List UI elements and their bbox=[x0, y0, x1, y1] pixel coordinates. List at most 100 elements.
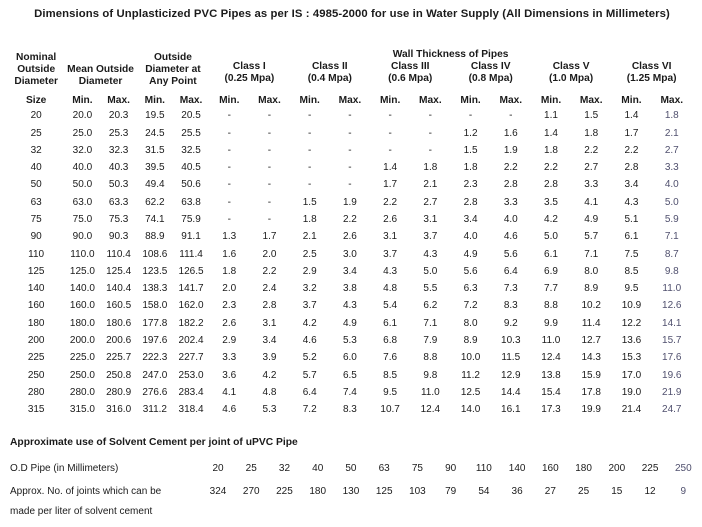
value-cell: 40.3 bbox=[108, 162, 129, 174]
value-cell: 11.0 bbox=[420, 386, 440, 398]
value-cell: 1.5 bbox=[463, 144, 478, 156]
value-cell: 4.6 bbox=[222, 404, 237, 416]
value-cell: 27 bbox=[544, 486, 556, 498]
value-cell: 6.1 bbox=[624, 231, 639, 243]
value-cell: 13.6 bbox=[621, 335, 642, 347]
value-cell: 6.4 bbox=[302, 386, 317, 398]
value-cell: - bbox=[468, 110, 473, 122]
value-cell: 12.7 bbox=[581, 335, 601, 347]
value-cell: 20 bbox=[212, 463, 224, 475]
value-cell: 13.8 bbox=[541, 369, 561, 381]
solvent-cement-section: Approximate use of Solvent Cement per jo… bbox=[8, 437, 696, 517]
value-cell: 1.2 bbox=[463, 127, 478, 139]
class-pressure: (1.25 Mpa) bbox=[626, 73, 677, 85]
value-cell: 283.4 bbox=[178, 386, 204, 398]
value-cell: 8.3 bbox=[342, 404, 357, 416]
value-cell: 7.5 bbox=[624, 248, 639, 260]
value-cell: 7.2 bbox=[302, 404, 317, 416]
value-cell: 1.7 bbox=[262, 231, 277, 243]
value-cell: - bbox=[428, 144, 433, 156]
size-cell: 125 bbox=[27, 265, 45, 277]
value-cell: 6.3 bbox=[463, 283, 478, 295]
value-cell: 3.3 bbox=[222, 352, 237, 364]
value-cell: 250.0 bbox=[69, 369, 95, 381]
value-cell: 12 bbox=[644, 486, 656, 498]
value-cell: - bbox=[227, 110, 231, 122]
table-row: 75 75.0 75.3 74.1 75.9 - - 1.8 2.2 2.6 3.1 3.4 4.0 4.… bbox=[8, 211, 692, 228]
value-cell: 225 bbox=[276, 486, 293, 498]
value-cell: 3.0 bbox=[342, 248, 357, 260]
value-cell: 6.9 bbox=[544, 265, 558, 277]
class-pressure: (0.4 Mpa) bbox=[307, 73, 352, 85]
table-row: 225 225.0 225.7 222.3 227.7 3.3 3.9 5.2 6.0 7.6 8.… bbox=[8, 349, 692, 366]
class-name: Class VI bbox=[631, 61, 672, 72]
value-cell: 4.2 bbox=[544, 213, 558, 225]
value-cell: 4.1 bbox=[584, 196, 599, 208]
value-cell: 19.9 bbox=[581, 404, 601, 416]
value-cell: - bbox=[348, 110, 352, 122]
value-cell: 180.6 bbox=[106, 317, 132, 329]
subheader-min: Min. bbox=[219, 95, 240, 107]
value-cell: 324 bbox=[209, 486, 227, 498]
value-cell: 225.0 bbox=[69, 352, 95, 364]
value-cell: 63.3 bbox=[108, 196, 129, 208]
value-cell: 138.3 bbox=[142, 283, 168, 295]
page-title: Dimensions of Unplasticized PVC Pipes as… bbox=[34, 8, 670, 20]
value-cell: 160 bbox=[542, 463, 559, 475]
value-cell: 1.9 bbox=[503, 144, 518, 156]
value-cell: 90 bbox=[445, 463, 457, 475]
value-cell: 32.5 bbox=[181, 144, 201, 156]
class-header: Class V (1.0 Mpa) bbox=[531, 61, 611, 88]
table-row: 180 180.0 180.6 177.8 182.2 2.6 3.1 4.2 4.9 6.1 7.… bbox=[8, 315, 692, 332]
value-cell: 3.7 bbox=[302, 300, 317, 312]
value-cell: 5.0 bbox=[664, 196, 679, 208]
value-cell: 49.4 bbox=[145, 179, 165, 191]
subheader-min: Min. bbox=[379, 95, 401, 107]
value-cell: 2.0 bbox=[262, 248, 277, 260]
value-cell: 75.3 bbox=[108, 213, 129, 225]
table-row: 90 90.0 90.3 88.9 91.1 1.3 1.7 2.1 2.6 3.1 3.7 4.0 4… bbox=[8, 228, 692, 245]
value-cell: 280.0 bbox=[69, 386, 95, 398]
value-cell: - bbox=[227, 144, 231, 156]
size-cell: 315 bbox=[27, 404, 45, 416]
value-cell: 177.8 bbox=[142, 317, 168, 329]
value-cell: 32.3 bbox=[108, 144, 129, 156]
value-cell: - bbox=[267, 127, 272, 139]
value-cell: - bbox=[227, 213, 231, 225]
value-cell: 14.1 bbox=[662, 317, 682, 329]
value-cell: 222.3 bbox=[142, 352, 168, 364]
value-cell: 19.5 bbox=[145, 110, 165, 122]
class-header: Class III (0.6 Mpa) bbox=[370, 61, 450, 88]
value-cell: 62.2 bbox=[145, 196, 165, 208]
size-cell: 250 bbox=[27, 369, 45, 381]
value-cell: 31.5 bbox=[145, 144, 165, 156]
table-row: 250 250.0 250.8 247.0 253.0 3.6 4.2 5.7 6.5 8.5 9.… bbox=[8, 367, 692, 384]
value-cell: 1.8 bbox=[544, 144, 558, 156]
value-cell: 3.3 bbox=[503, 196, 518, 208]
subheader-max: Max. bbox=[258, 95, 281, 107]
table-row: 200 200.0 200.6 197.6 202.4 2.9 3.4 4.6 5.3 6.8 7.… bbox=[8, 332, 692, 349]
value-cell: 25.5 bbox=[181, 127, 201, 139]
value-cell: 11.0 bbox=[541, 335, 561, 347]
class-pressure: (0.8 Mpa) bbox=[468, 73, 513, 85]
value-cell: 7.1 bbox=[584, 248, 599, 260]
subheader-max: Max. bbox=[179, 95, 203, 107]
value-cell: 3.3 bbox=[664, 162, 679, 174]
subheader-max: Max. bbox=[419, 95, 442, 107]
table-row: 140 140.0 140.4 138.3 141.7 2.0 2.4 3.2 3.8 4.8 5.… bbox=[8, 280, 692, 297]
value-cell: 5.6 bbox=[503, 248, 518, 260]
value-cell: 2.2 bbox=[584, 144, 599, 156]
value-cell: 90.0 bbox=[72, 231, 93, 243]
size-cell: 180 bbox=[27, 317, 45, 329]
value-cell: 6.0 bbox=[342, 352, 357, 364]
value-cell: 4.2 bbox=[262, 369, 277, 381]
value-cell: 125.0 bbox=[69, 265, 95, 277]
joints-row: Approx. No. of joints which can be 324 270… bbox=[8, 480, 700, 503]
size-cell: 160 bbox=[27, 300, 45, 312]
value-cell: 3.6 bbox=[222, 369, 237, 381]
value-cell: 6.5 bbox=[342, 369, 357, 381]
value-cell: 180 bbox=[309, 486, 327, 498]
value-cell: 140 bbox=[508, 463, 526, 475]
value-cell: 2.8 bbox=[503, 179, 518, 191]
value-cell: 4.2 bbox=[302, 317, 317, 329]
